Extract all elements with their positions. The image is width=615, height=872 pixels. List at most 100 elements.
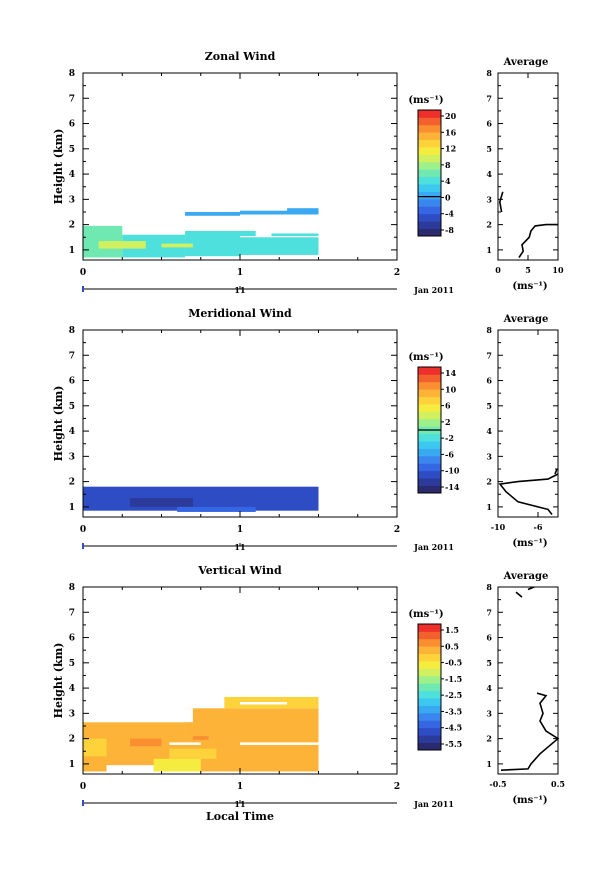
y-tick-label: 1	[69, 246, 75, 256]
heatmap-cell	[130, 498, 193, 507]
average-x-tick-label: -0.5	[489, 779, 506, 789]
colorbar-tick-label: 1.5	[445, 625, 459, 635]
colorbar-swatch	[418, 646, 441, 655]
panel-title: Vertical Wind	[197, 564, 282, 577]
colorbar-swatch	[418, 661, 441, 669]
y-tick-label: 2	[69, 735, 75, 745]
colorbar-swatch	[418, 448, 441, 457]
x-tick-label: 1	[237, 782, 243, 792]
heatmap-cell	[240, 210, 319, 215]
colorbar-swatch	[418, 381, 441, 390]
heatmap-gap	[240, 701, 288, 705]
colorbar-tick-label: -6	[445, 449, 454, 459]
y-tick-label: 3	[69, 195, 75, 205]
colorbar-units: (ms⁻¹)	[408, 95, 443, 106]
colorbar-swatch	[418, 389, 441, 398]
average-units: (ms⁻¹)	[512, 795, 547, 806]
colorbar-swatch	[418, 117, 441, 126]
average-y-tick-label: 1	[486, 502, 492, 512]
y-axis-label: Height (km)	[52, 386, 65, 462]
x-axis-label: Local Time	[206, 810, 274, 823]
colorbar-swatch	[418, 161, 441, 170]
colorbar-swatch	[418, 418, 441, 427]
average-y-tick-label: 3	[486, 194, 492, 204]
colorbar-tick-label: -8	[445, 225, 454, 235]
colorbar-swatch	[418, 690, 441, 699]
date-label: Jan 2011	[413, 799, 454, 809]
heatmap-gap	[106, 765, 154, 772]
colorbar-swatch	[418, 213, 441, 222]
colorbar-swatch	[418, 705, 441, 714]
y-tick-label: 4	[69, 427, 75, 437]
colorbar-swatch	[418, 675, 441, 684]
colorbar-tick-label: 4	[445, 176, 451, 186]
heatmap-cell	[161, 243, 193, 248]
heatmap-gap	[83, 708, 193, 723]
average-y-tick-label: 8	[486, 325, 492, 335]
colorbar-tick-label: 20	[445, 111, 457, 121]
colorbar-swatch	[418, 139, 441, 148]
colorbar-swatch	[418, 411, 441, 420]
colorbar-units: (ms⁻¹)	[408, 609, 443, 620]
average-y-tick-label: 2	[486, 220, 492, 230]
panel-meridional-wind: Meridional Wind 1 2 3 4 5 6 7 8 Height (km) 0 1 2 11 J…	[52, 307, 559, 552]
colorbar-tick-label: 16	[445, 127, 457, 137]
colorbar-tick-label: -0.5	[445, 658, 462, 668]
colorbar-swatch	[418, 735, 441, 743]
colorbar-swatch	[418, 455, 441, 464]
colorbar-tick-label: 10	[445, 384, 457, 394]
colorbar-swatch	[418, 124, 441, 133]
heatmap-cell	[130, 738, 162, 747]
heatmap-cell	[287, 208, 319, 212]
colorbar-swatch	[418, 698, 441, 706]
heatmap-cell	[153, 758, 201, 772]
colorbar-swatch	[418, 374, 441, 383]
heatmap-cell	[271, 233, 319, 236]
colorbar-swatch	[418, 712, 441, 721]
y-axis-label: Height (km)	[52, 129, 65, 205]
y-tick-label: 6	[69, 120, 75, 130]
colorbar-swatch	[418, 154, 441, 163]
panel-title: Meridional Wind	[188, 307, 292, 320]
colorbar-swatch	[418, 404, 441, 412]
colorbar-swatch	[418, 228, 441, 237]
colorbar-tick-label: -14	[445, 482, 460, 492]
y-tick-label: 1	[69, 503, 75, 513]
colorbar-tick-label: 2	[445, 417, 451, 427]
colorbar-swatch	[418, 396, 441, 405]
date-label: Jan 2011	[413, 285, 454, 295]
colorbar-tick-label: -3.5	[445, 706, 462, 716]
x-tick-label: 1	[237, 268, 243, 278]
date-label: Jan 2011	[413, 542, 454, 552]
colorbar-swatch	[418, 441, 441, 449]
average-y-tick-label: 6	[486, 376, 492, 386]
colorbar-tick-label: 0	[445, 192, 451, 202]
colorbar-swatch	[418, 624, 441, 632]
heatmap-cell	[185, 235, 240, 257]
average-x-tick-label: 10	[552, 265, 564, 275]
colorbar-swatch	[418, 206, 441, 215]
heatmap-cell	[169, 748, 217, 759]
colorbar-swatch	[418, 638, 441, 647]
colorbar-frame	[417, 623, 442, 751]
colorbar-units: (ms⁻¹)	[408, 352, 443, 363]
colorbar-swatch	[418, 176, 441, 185]
y-tick-label: 3	[69, 452, 75, 462]
average-title: Average	[503, 314, 549, 325]
heatmap-cell	[83, 738, 107, 757]
colorbar-tick-label: -2.5	[445, 690, 462, 700]
colorbar-tick-label: -5.5	[445, 739, 462, 749]
average-profile-line	[498, 473, 559, 515]
heatmap-cell	[98, 241, 146, 249]
average-frame	[497, 586, 559, 775]
y-tick-label: 7	[69, 608, 75, 618]
colorbar-swatch	[418, 110, 441, 118]
colorbar-frame	[417, 109, 442, 237]
average-x-tick-label: 0	[495, 265, 501, 275]
y-tick-label: 7	[69, 94, 75, 104]
colorbar-swatch	[418, 470, 441, 479]
colorbar-swatch	[418, 169, 441, 178]
x-tick-label: 1	[237, 525, 243, 535]
